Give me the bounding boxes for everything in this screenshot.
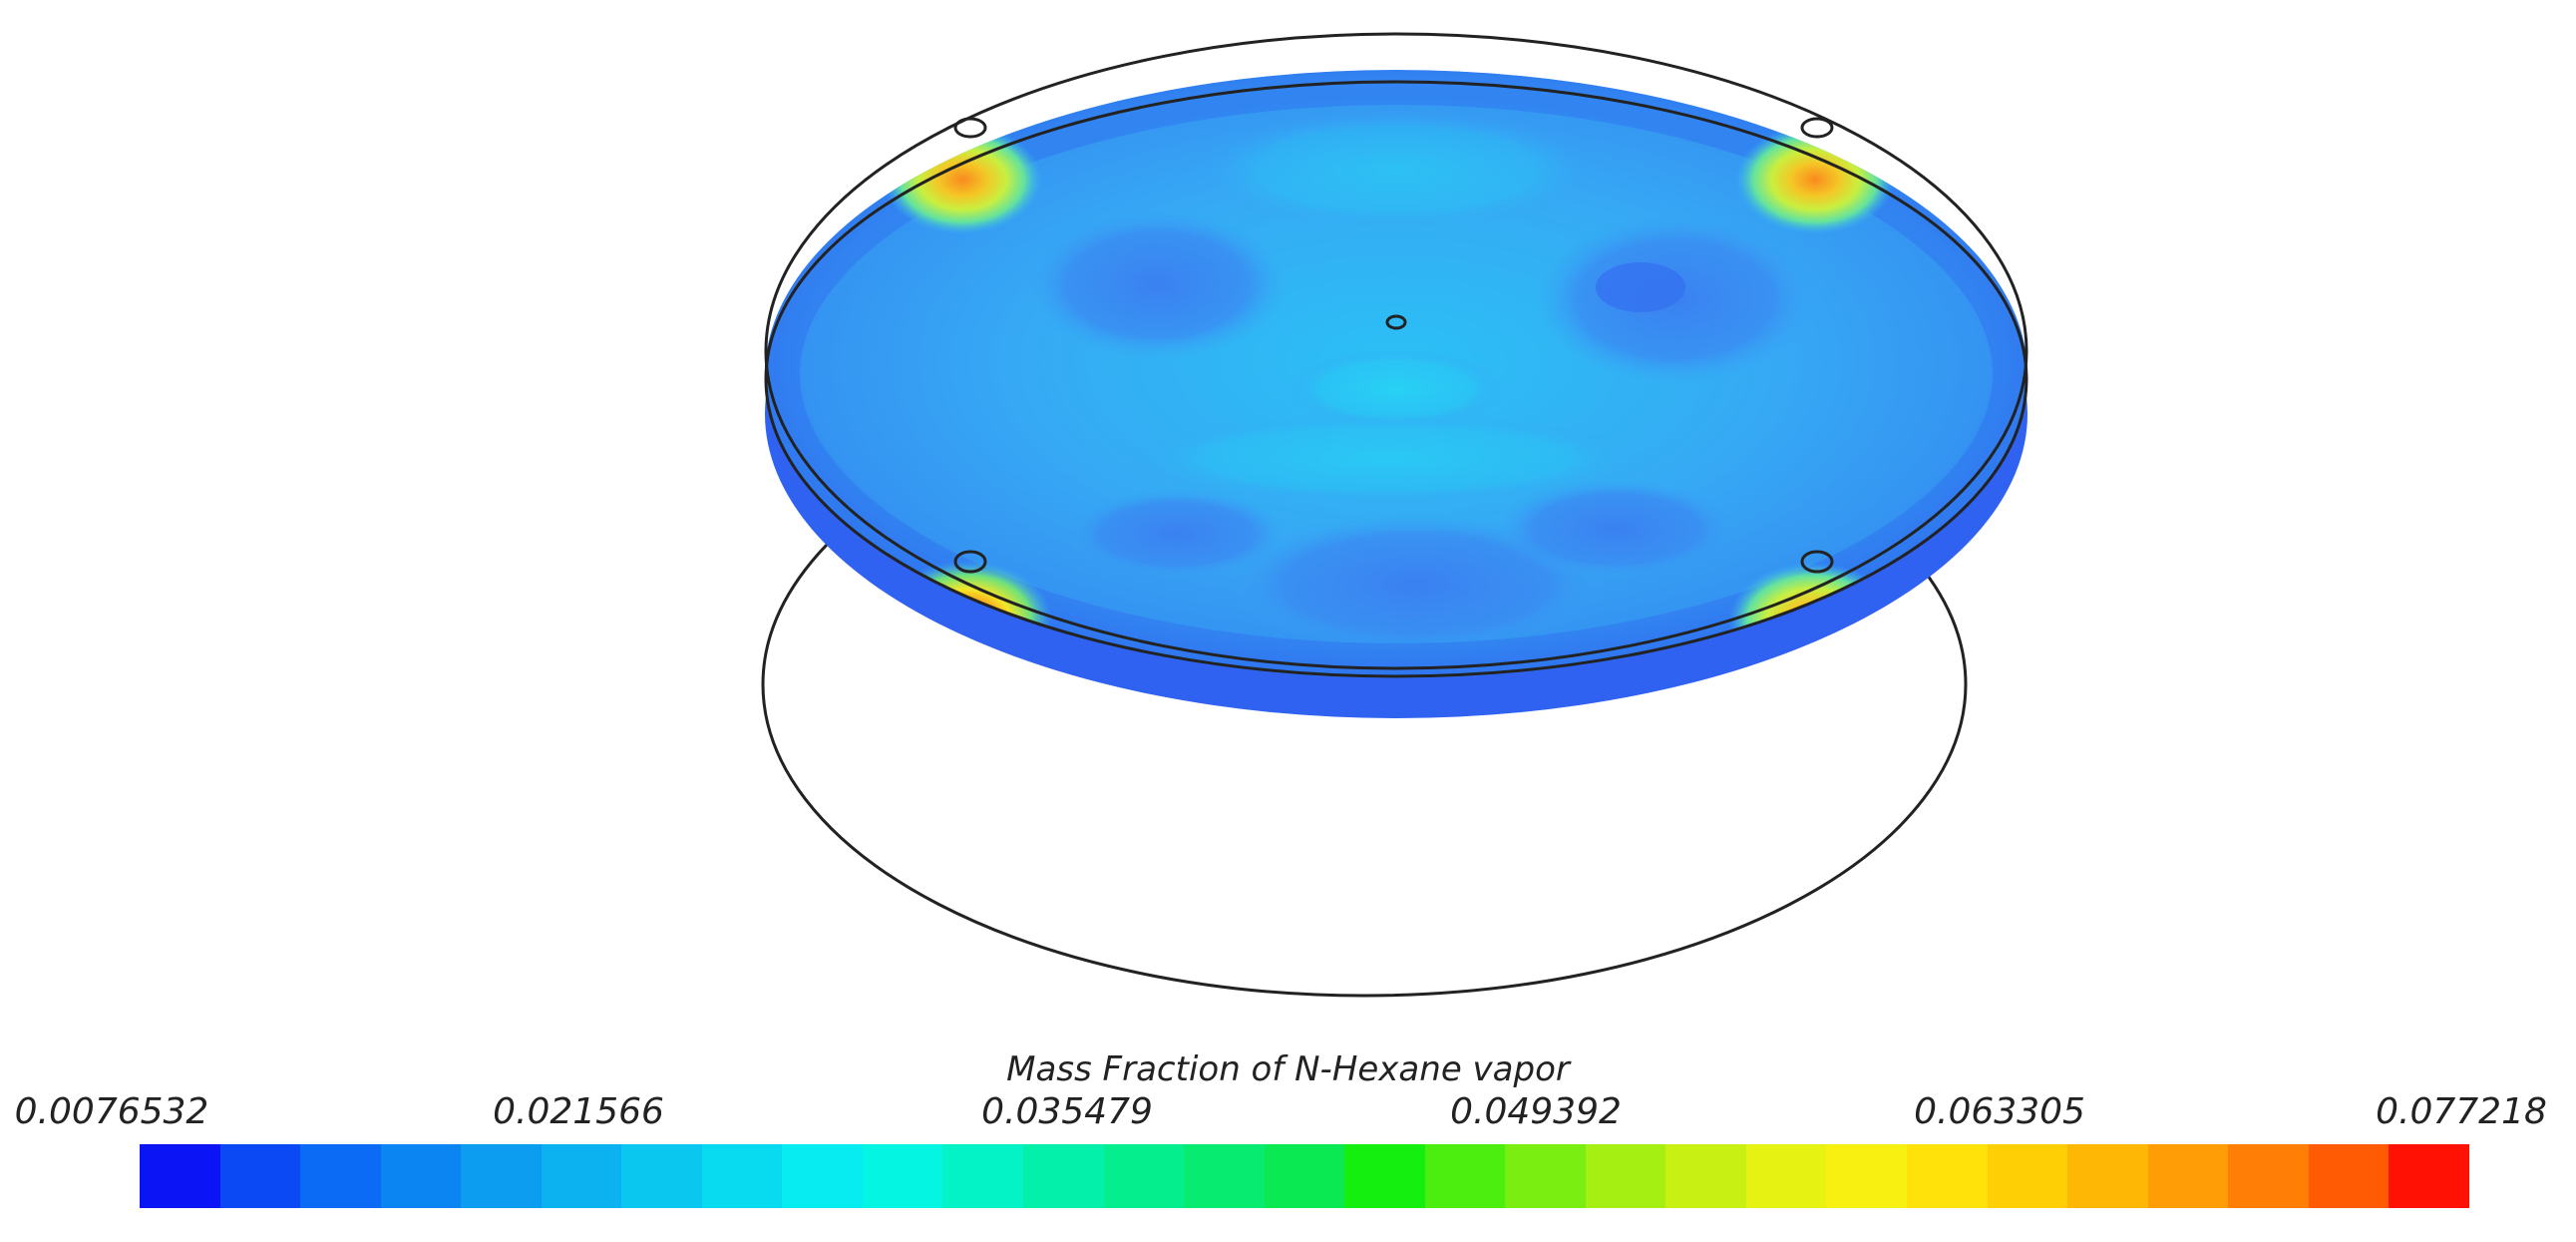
color-band (2067, 1144, 2148, 1208)
color-band (942, 1144, 1024, 1208)
legend-tick: 0.021566 (493, 1091, 664, 1132)
color-band (701, 1144, 783, 1208)
upper-disc-outline (764, 80, 2028, 678)
mid-region (1127, 414, 1646, 504)
mid-region (1197, 110, 1596, 229)
color-band (1826, 1144, 1908, 1208)
color-band (1424, 1144, 1506, 1208)
color-band (1585, 1144, 1666, 1208)
color-band (1184, 1144, 1265, 1208)
legend-tick: 0.049392 (1450, 1091, 1622, 1132)
port-hole (1800, 117, 1834, 139)
color-band (1745, 1144, 1827, 1208)
color-band (2147, 1144, 2229, 1208)
color-band (380, 1144, 462, 1208)
low-region (1596, 262, 1685, 312)
low-region (1027, 209, 1287, 359)
center-hole (1385, 314, 1407, 330)
low-region (1496, 479, 1735, 579)
color-band (461, 1144, 542, 1208)
color-band (2389, 1144, 2469, 1208)
port-hole (953, 117, 987, 139)
upper-disc-outline (764, 32, 2028, 670)
legend-tick: 0.035479 (981, 1091, 1153, 1132)
port-hole (1800, 550, 1834, 574)
color-band (1344, 1144, 1425, 1208)
color-band (1505, 1144, 1586, 1208)
legend-tick: 0.077218 (2376, 1091, 2547, 1132)
color-bar (140, 1144, 2469, 1208)
mid-region (1287, 349, 1506, 429)
color-band (1987, 1144, 2068, 1208)
color-band (2308, 1144, 2390, 1208)
color-band (1264, 1144, 1345, 1208)
color-band (2228, 1144, 2309, 1208)
color-band (140, 1144, 220, 1208)
color-band (862, 1144, 943, 1208)
color-band (300, 1144, 381, 1208)
contour-surface (765, 70, 2027, 678)
legend-title: Mass Fraction of N-Hexane vapor (1006, 1049, 1570, 1089)
color-band (782, 1144, 863, 1208)
low-region (1067, 489, 1287, 579)
color-band (1907, 1144, 1988, 1208)
color-band (1023, 1144, 1104, 1208)
legend-tick: 0.063305 (1914, 1091, 2085, 1132)
color-band (1665, 1144, 1746, 1208)
color-band (1103, 1144, 1185, 1208)
port-hole (953, 550, 987, 574)
color-band (621, 1144, 702, 1208)
color-band (219, 1144, 301, 1208)
legend-tick: 0.0076532 (14, 1091, 209, 1132)
color-band (541, 1144, 622, 1208)
